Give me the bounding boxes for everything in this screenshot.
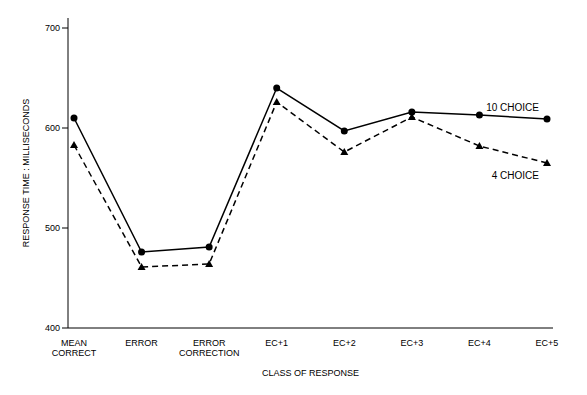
svg-text:400: 400 <box>45 323 60 333</box>
svg-text:700: 700 <box>45 23 60 33</box>
svg-text:RESPONSE TIME : MILLISECONDS: RESPONSE TIME : MILLISECONDS <box>21 99 31 247</box>
svg-text:EC+1: EC+1 <box>265 338 288 348</box>
svg-text:600: 600 <box>45 123 60 133</box>
svg-text:10 CHOICE: 10 CHOICE <box>486 102 539 113</box>
svg-text:MEANCORRECT: MEANCORRECT <box>52 338 97 358</box>
svg-text:ERRORCORRECTION: ERRORCORRECTION <box>179 338 240 358</box>
svg-text:EC+3: EC+3 <box>400 338 423 348</box>
svg-text:EC+5: EC+5 <box>536 338 559 348</box>
svg-text:EC+2: EC+2 <box>333 338 356 348</box>
svg-text:4 CHOICE: 4 CHOICE <box>492 170 540 181</box>
svg-text:ERROR: ERROR <box>125 338 158 348</box>
svg-text:EC+4: EC+4 <box>468 338 491 348</box>
svg-text:500: 500 <box>45 223 60 233</box>
svg-text:CLASS OF RESPONSE: CLASS OF RESPONSE <box>262 368 359 378</box>
